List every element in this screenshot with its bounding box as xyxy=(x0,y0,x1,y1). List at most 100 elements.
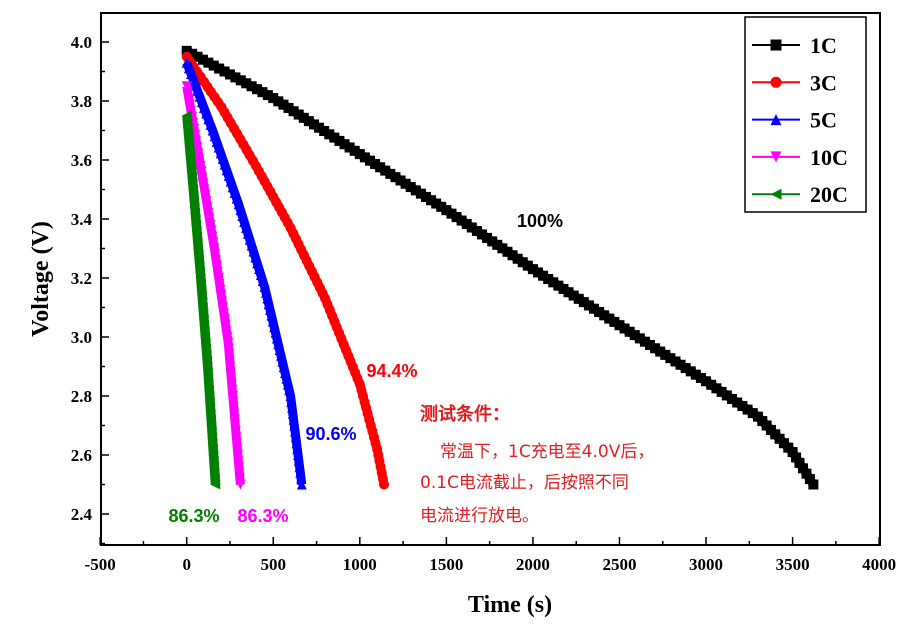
data-point xyxy=(650,343,661,354)
data-point xyxy=(195,160,206,171)
legend-marker-3C xyxy=(770,76,782,88)
data-point xyxy=(220,320,231,331)
legend-marker-10C xyxy=(770,151,782,163)
x-tick-label: 500 xyxy=(261,555,287,574)
data-point xyxy=(334,135,345,146)
data-point xyxy=(192,51,203,62)
data-point xyxy=(196,166,207,177)
data-point xyxy=(517,257,528,268)
data-point xyxy=(209,243,220,254)
data-point xyxy=(227,391,238,401)
data-point xyxy=(187,172,198,183)
legend-marker-5C xyxy=(770,114,782,126)
data-point xyxy=(293,455,304,466)
data-point xyxy=(308,119,319,130)
data-point xyxy=(296,479,307,490)
y-tick-label: 3.6 xyxy=(71,151,92,170)
data-point xyxy=(263,299,274,310)
data-point xyxy=(295,467,306,478)
data-point xyxy=(400,178,411,189)
data-point xyxy=(634,333,645,344)
data-point xyxy=(660,349,671,360)
data-point xyxy=(721,390,732,401)
data-point xyxy=(208,60,219,71)
data-point xyxy=(234,467,245,478)
data-point xyxy=(298,112,309,123)
x-tick-label: 2000 xyxy=(516,555,550,574)
data-point xyxy=(221,326,232,337)
data-point xyxy=(216,290,227,301)
data-point xyxy=(497,243,508,254)
data-point xyxy=(232,444,243,455)
data-point xyxy=(228,402,239,413)
data-point xyxy=(246,81,257,92)
y-axis-label: Voltage (V) xyxy=(28,221,54,337)
data-point xyxy=(294,461,305,472)
data-point xyxy=(645,339,656,350)
data-point xyxy=(219,66,230,77)
data-point xyxy=(441,205,452,216)
data-point xyxy=(471,225,482,236)
data-point xyxy=(487,236,498,247)
y-tick-label: 2.6 xyxy=(71,446,92,465)
x-tick-label: 1000 xyxy=(343,555,377,574)
data-point xyxy=(379,479,390,490)
data-point xyxy=(226,379,237,390)
data-point xyxy=(804,474,815,485)
data-point xyxy=(218,308,229,319)
data-point xyxy=(267,316,278,327)
data-point xyxy=(229,414,240,425)
series-20C xyxy=(181,110,221,490)
legend-marker-20C xyxy=(770,188,782,200)
data-point xyxy=(349,145,360,156)
data-point xyxy=(287,408,298,419)
y-tick-label: 2.8 xyxy=(71,387,92,406)
data-point xyxy=(181,45,192,56)
data-point xyxy=(507,250,518,261)
data-point xyxy=(614,320,625,331)
data-point xyxy=(205,219,216,230)
annotation-5c: 90.6% xyxy=(305,424,356,444)
data-point xyxy=(344,142,355,153)
data-point xyxy=(380,165,391,176)
data-point xyxy=(265,304,276,315)
x-axis-label: Time (s) xyxy=(468,592,552,618)
data-point xyxy=(359,152,370,163)
data-point xyxy=(188,184,199,195)
data-point xyxy=(270,327,281,338)
data-point xyxy=(212,267,223,278)
data-point xyxy=(291,438,302,449)
data-point xyxy=(604,313,615,324)
annotation-3c: 94.4% xyxy=(366,361,417,381)
data-point xyxy=(451,212,462,223)
data-point xyxy=(269,322,280,333)
y-tick-label: 3.2 xyxy=(71,269,92,288)
data-point xyxy=(262,90,273,101)
data-point xyxy=(732,397,743,408)
data-point xyxy=(680,363,691,374)
data-point xyxy=(219,314,230,325)
data-point xyxy=(202,202,213,213)
data-point xyxy=(737,401,748,412)
data-point xyxy=(185,159,196,170)
data-point xyxy=(426,195,437,206)
data-point xyxy=(229,408,240,419)
data-point xyxy=(273,339,284,350)
data-point xyxy=(271,333,282,344)
data-point xyxy=(232,450,243,460)
data-point xyxy=(303,116,314,127)
x-tick-label: -500 xyxy=(85,555,116,574)
data-point xyxy=(199,184,210,195)
data-point xyxy=(181,81,192,92)
data-point xyxy=(446,208,457,219)
annotation-20c: 86.3% xyxy=(168,506,219,526)
data-point xyxy=(213,273,224,283)
data-point xyxy=(522,260,533,271)
data-point xyxy=(203,208,214,219)
y-tick-label: 3.4 xyxy=(71,210,93,229)
data-point xyxy=(222,332,233,342)
data-point xyxy=(208,237,219,248)
data-point xyxy=(223,343,234,354)
data-point xyxy=(203,57,214,68)
